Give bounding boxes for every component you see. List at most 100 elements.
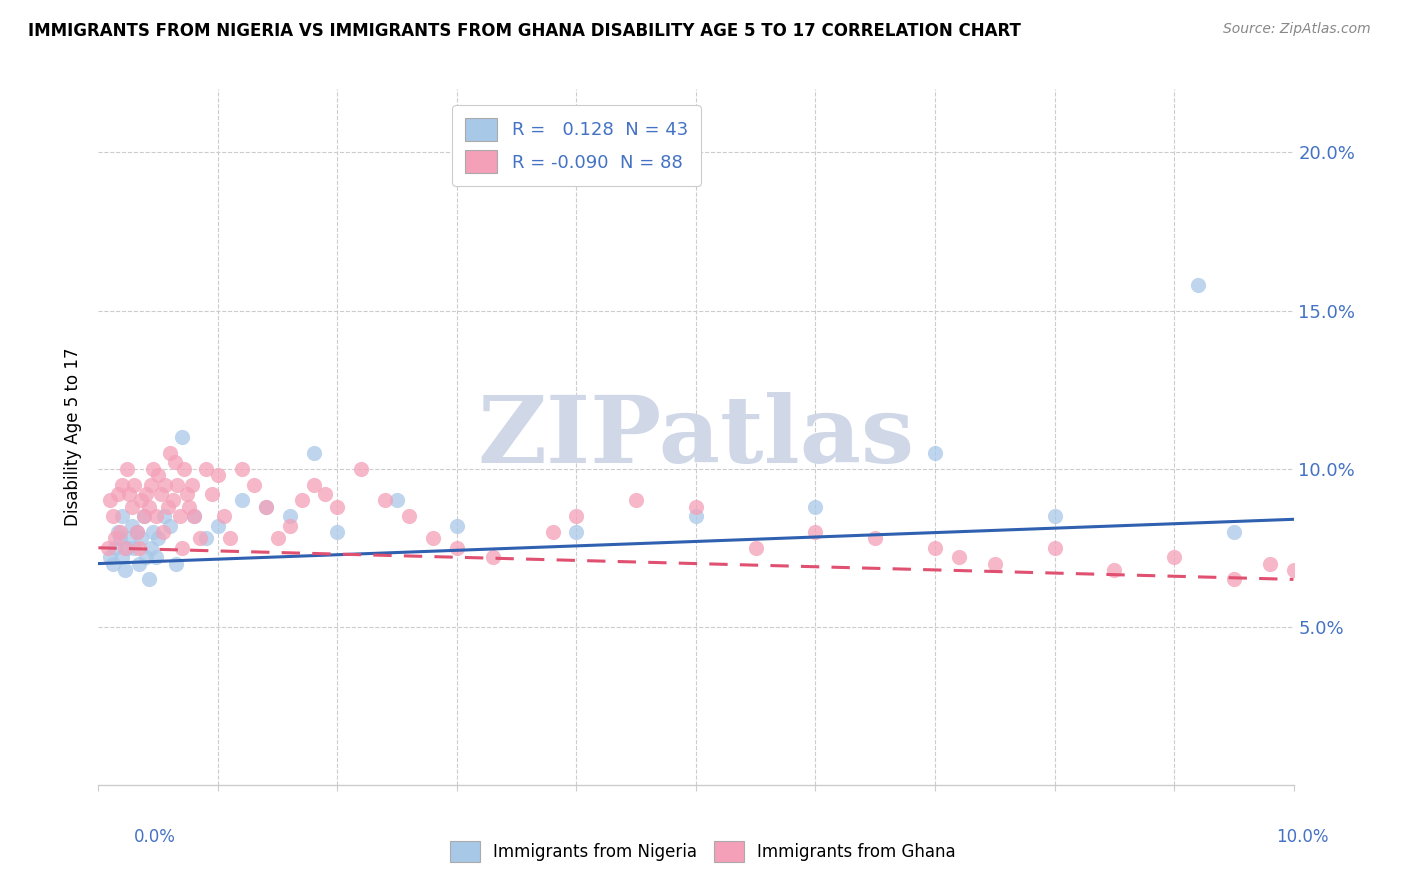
- Point: [254, 500, 277, 514]
- Point: [302, 446, 325, 460]
- Point: [159, 518, 181, 533]
- Point: [1223, 524, 1246, 539]
- Point: [156, 500, 179, 514]
- Point: [195, 461, 218, 475]
- Point: [924, 446, 946, 460]
- Point: [201, 487, 224, 501]
- Point: [138, 500, 160, 514]
- Point: [267, 531, 290, 545]
- Point: [685, 509, 707, 524]
- Point: [626, 493, 648, 508]
- Point: [98, 550, 122, 565]
- Text: IMMIGRANTS FROM NIGERIA VS IMMIGRANTS FROM GHANA DISABILITY AGE 5 TO 17 CORRELAT: IMMIGRANTS FROM NIGERIA VS IMMIGRANTS FR…: [28, 22, 1021, 40]
- Point: [153, 509, 176, 524]
- Point: [172, 430, 194, 444]
- Point: [162, 493, 184, 508]
- Point: [865, 531, 887, 545]
- Point: [124, 541, 146, 555]
- Point: [166, 477, 188, 491]
- Point: [1258, 557, 1281, 571]
- Point: [219, 531, 242, 545]
- Point: [685, 500, 707, 514]
- Text: Source: ZipAtlas.com: Source: ZipAtlas.com: [1223, 22, 1371, 37]
- Point: [924, 541, 946, 555]
- Point: [159, 446, 181, 460]
- Point: [326, 500, 349, 514]
- Point: [142, 461, 165, 475]
- Point: [97, 541, 120, 555]
- Point: [254, 500, 277, 514]
- Point: [135, 487, 157, 501]
- Point: [385, 493, 409, 508]
- Point: [1378, 563, 1400, 577]
- Point: [111, 509, 134, 524]
- Point: [302, 477, 325, 491]
- Point: [101, 509, 124, 524]
- Point: [132, 509, 155, 524]
- Point: [148, 468, 170, 483]
- Point: [121, 500, 143, 514]
- Point: [278, 509, 301, 524]
- Point: [118, 487, 141, 501]
- Point: [212, 509, 235, 524]
- Point: [1223, 573, 1246, 587]
- Point: [128, 541, 150, 555]
- Point: [481, 550, 505, 565]
- Point: [131, 531, 153, 545]
- Point: [145, 550, 167, 565]
- Point: [1343, 582, 1365, 596]
- Point: [1306, 573, 1329, 587]
- Point: [804, 500, 827, 514]
- Point: [108, 524, 131, 539]
- Point: [1104, 563, 1126, 577]
- Point: [142, 524, 165, 539]
- Point: [125, 524, 148, 539]
- Legend: R =   0.128  N = 43, R = -0.090  N = 88: R = 0.128 N = 43, R = -0.090 N = 88: [453, 105, 700, 186]
- Point: [422, 531, 444, 545]
- Point: [183, 509, 205, 524]
- Point: [180, 477, 202, 491]
- Point: [124, 477, 146, 491]
- Point: [165, 557, 187, 571]
- Point: [148, 531, 170, 545]
- Point: [111, 550, 134, 565]
- Point: [104, 541, 127, 555]
- Point: [565, 524, 588, 539]
- Point: [169, 509, 191, 524]
- Point: [139, 477, 162, 491]
- Point: [139, 541, 162, 555]
- Y-axis label: Disability Age 5 to 17: Disability Age 5 to 17: [65, 348, 83, 526]
- Point: [1282, 563, 1305, 577]
- Point: [231, 493, 253, 508]
- Point: [132, 509, 155, 524]
- Point: [107, 487, 129, 501]
- Point: [195, 531, 218, 545]
- Point: [207, 468, 229, 483]
- Point: [984, 557, 1007, 571]
- Point: [115, 541, 138, 555]
- Text: 10.0%: 10.0%: [1277, 828, 1329, 846]
- Point: [101, 557, 124, 571]
- Point: [138, 573, 160, 587]
- Point: [565, 509, 588, 524]
- Point: [1043, 541, 1066, 555]
- Point: [131, 493, 153, 508]
- Point: [231, 461, 253, 475]
- Point: [125, 524, 148, 539]
- Point: [135, 550, 157, 565]
- Point: [121, 518, 143, 533]
- Point: [118, 531, 141, 545]
- Text: ZIPatlas: ZIPatlas: [478, 392, 914, 482]
- Point: [745, 541, 768, 555]
- Point: [1043, 509, 1066, 524]
- Point: [155, 477, 177, 491]
- Point: [326, 524, 349, 539]
- Point: [114, 541, 136, 555]
- Point: [350, 461, 373, 475]
- Point: [207, 518, 229, 533]
- Point: [291, 493, 314, 508]
- Point: [1187, 278, 1209, 293]
- Point: [145, 509, 167, 524]
- Point: [111, 477, 134, 491]
- Point: [108, 531, 131, 545]
